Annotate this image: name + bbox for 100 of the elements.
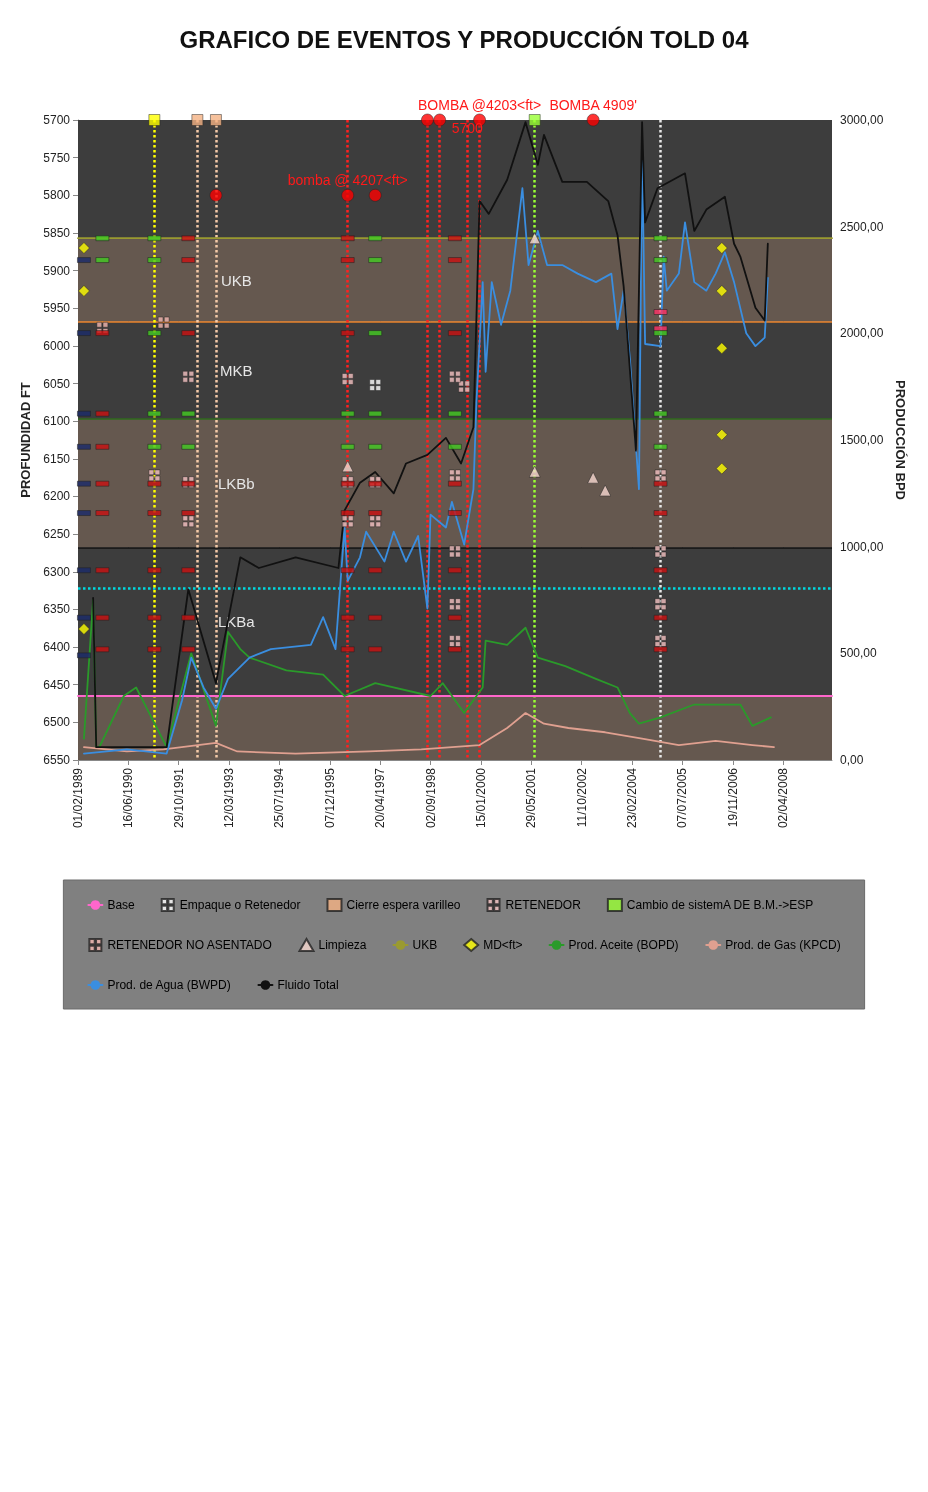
y2-tick-label: 500,00: [840, 646, 878, 661]
legend-label: RETENEDOR NO ASENTADO: [107, 938, 272, 952]
y-tick-label: 6450: [43, 677, 71, 692]
y-tick-label: 6250: [43, 527, 71, 542]
point: [715, 242, 728, 254]
y-tick-label: 5700: [43, 113, 71, 127]
point: [715, 342, 728, 354]
point: [528, 465, 541, 478]
y2-axis-title: PRODUCCIÓN BPD: [893, 380, 909, 500]
point: [449, 469, 461, 482]
point: [78, 623, 90, 635]
point: [449, 545, 461, 558]
y-tick-label: 6050: [43, 376, 71, 391]
point: [586, 113, 600, 127]
point: [599, 484, 612, 497]
band-label: UKB: [220, 271, 252, 289]
legend-label: Empaque o Retenedor: [179, 898, 301, 912]
annotation: BOMBA @4203<ft>: [418, 97, 542, 113]
point: [715, 428, 728, 441]
point: [341, 189, 354, 202]
x-tick-label: 07/07/2005: [675, 767, 690, 829]
point: [654, 469, 667, 482]
y-tick-label: 6350: [43, 602, 71, 617]
point: [587, 471, 599, 484]
x-tick-label: 29/10/1991: [171, 767, 186, 829]
y-tick-label: 6000: [43, 338, 71, 353]
y-tick-label: 6400: [43, 640, 71, 655]
annotation: 5700: [451, 119, 484, 136]
point: [654, 635, 667, 647]
y2-tick-label: 2500,00: [840, 219, 884, 234]
y2-tick-label: 1000,00: [840, 539, 884, 554]
x-tick-label: 19/11/2006: [725, 767, 740, 828]
point: [148, 469, 161, 482]
point: [341, 515, 354, 528]
legend-label: Prod. Aceite (BOPD): [568, 938, 679, 952]
legend-label: UKB: [412, 938, 438, 952]
x-tick-label: 29/05/2001: [524, 767, 539, 829]
y-tick-label: 6500: [43, 715, 71, 730]
legend-label: Cierre espera varilleo: [346, 898, 461, 912]
x-tick-label: 16/06/1990: [121, 767, 136, 829]
point: [157, 316, 170, 329]
y-tick-label: 6100: [43, 414, 71, 429]
x-tick-label: 02/04/2008: [776, 767, 791, 829]
y-axis-title: PROFUNDIDAD FT: [18, 382, 33, 498]
y-tick-label: 5750: [43, 150, 71, 165]
y2-tick-label: 0,00: [840, 753, 864, 767]
point: [209, 189, 223, 202]
point: [78, 285, 90, 297]
point: [528, 114, 541, 126]
point: [369, 515, 382, 528]
x-tick-label: 25/07/1994: [272, 767, 287, 829]
point: [210, 114, 222, 126]
x-tick-label: 12/03/1993: [222, 767, 237, 829]
point: [341, 460, 354, 473]
x-tick-label: 01/02/1989: [71, 767, 85, 829]
y-tick-label: 6150: [43, 451, 71, 466]
y-tick-label: 6300: [43, 564, 71, 579]
y-tick-label: 5950: [43, 301, 71, 316]
point: [369, 379, 382, 391]
point: [182, 515, 195, 528]
legend-label: MD<ft>: [483, 938, 523, 952]
point: [341, 373, 354, 385]
line-series: [83, 712, 775, 755]
band-label: LKBb: [217, 474, 255, 492]
y-tick-label: 6200: [43, 489, 71, 504]
y2-tick-label: 1500,00: [840, 433, 884, 447]
point: [182, 370, 195, 383]
point: [449, 598, 461, 610]
point: [421, 113, 434, 127]
point: [715, 462, 728, 475]
legend-label: Base: [107, 898, 136, 912]
x-tick-label: 11/10/2002: [574, 767, 589, 828]
legend-label: Limpieza: [318, 938, 367, 952]
point: [458, 380, 470, 393]
x-tick-label: 23/02/2004: [625, 767, 640, 829]
point: [449, 370, 461, 383]
point: [449, 635, 461, 647]
annotation: BOMBA 4909': [549, 97, 637, 113]
y-tick-label: 5850: [43, 225, 71, 240]
legend-label: Fluido Total: [277, 978, 339, 992]
chart-title: GRAFICO DE EVENTOS Y PRODUCCIÓN TOLD 04: [179, 25, 750, 53]
y-tick-label: 5900: [43, 263, 71, 278]
point: [654, 598, 667, 610]
point: [654, 545, 667, 558]
x-tick-label: 15/01/2000: [473, 767, 488, 829]
point: [191, 114, 204, 126]
band-label: MKB: [220, 361, 253, 379]
point: [715, 285, 728, 297]
x-tick-label: 02/09/1998: [423, 767, 438, 829]
y2-tick-label: 2000,00: [840, 326, 884, 341]
legend-label: Cambio de sistemA DE B.M.->ESP: [626, 898, 814, 912]
x-tick-label: 07/12/1995: [322, 767, 337, 829]
point: [368, 189, 382, 202]
legend-label: RETENEDOR: [505, 898, 582, 912]
y2-tick-label: 3000,00: [840, 113, 884, 127]
legend-label: Prod. de Gas (KPCD): [725, 938, 841, 952]
y-tick-label: 6550: [43, 753, 71, 767]
point: [528, 232, 541, 245]
annotation: bomba @ 4207<ft>: [287, 172, 408, 189]
x-tick-label: 20/04/1997: [373, 767, 388, 829]
